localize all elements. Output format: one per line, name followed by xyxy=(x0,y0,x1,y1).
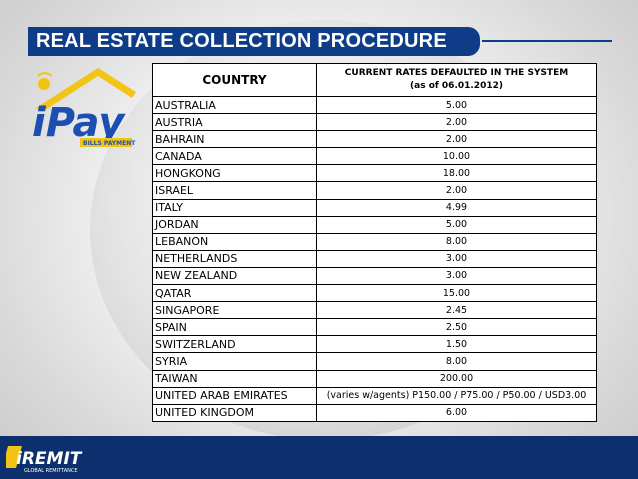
country-cell: SYRIA xyxy=(152,352,317,371)
page-title: REAL ESTATE COLLECTION PROCEDURE xyxy=(36,30,447,52)
rate-cell: 15.00 xyxy=(316,284,597,303)
table-row: SWITZERLAND 1.50 xyxy=(152,335,597,354)
country-cell: SWITZERLAND xyxy=(152,335,317,354)
table-row: AUSTRIA 2.00 xyxy=(152,113,597,132)
country-cell: TAIWAN xyxy=(152,369,317,388)
title-bar: REAL ESTATE COLLECTION PROCEDURE xyxy=(28,27,480,56)
rate-cell: 4.99 xyxy=(316,198,597,217)
iremit-logo: iREMIT GLOBAL REMITTANCE xyxy=(6,446,83,474)
country-cell: SPAIN xyxy=(152,318,317,337)
rate-cell: 5.00 xyxy=(316,215,597,234)
table-row: SYRIA 8.00 xyxy=(152,352,597,371)
rate-cell: 8.00 xyxy=(316,352,597,371)
rate-cell: 3.00 xyxy=(316,266,597,286)
rate-cell: 8.00 xyxy=(316,232,597,251)
country-cell: AUSTRALIA xyxy=(152,95,317,115)
table-row: NEW ZEALAND 3.00 xyxy=(152,266,597,286)
country-cell: JORDAN xyxy=(152,215,317,234)
table-row: SPAIN 2.50 xyxy=(152,318,597,337)
table-row: UNITED ARAB EMIRATES (varies w/agents) P1… xyxy=(152,386,597,405)
footer-bar xyxy=(0,436,638,479)
rate-cell: (varies w/agents) P150.00 / P75.00 / P50… xyxy=(316,386,597,405)
country-cell: LEBANON xyxy=(152,232,317,251)
rate-cell: 2.50 xyxy=(316,318,597,337)
country-cell: UNITED ARAB EMIRATES xyxy=(152,386,317,405)
rate-cell: 2.00 xyxy=(316,113,597,132)
title-divider-line xyxy=(482,40,612,42)
country-cell: NETHERLANDS xyxy=(152,249,317,268)
table-row: LEBANON 8.00 xyxy=(152,232,597,251)
table-row: ISRAEL 2.00 xyxy=(152,181,597,200)
country-cell: BAHRAIN xyxy=(152,130,317,149)
header-country: COUNTRY xyxy=(152,63,317,97)
rate-cell: 5.00 xyxy=(316,95,597,115)
table-row: JORDAN 5.00 xyxy=(152,215,597,234)
rate-cell: 18.00 xyxy=(316,164,597,183)
country-cell: ISRAEL xyxy=(152,181,317,200)
table-row: TAIWAN 200.00 xyxy=(152,369,597,388)
rate-cell: 200.00 xyxy=(316,369,597,388)
rate-cell: 2.00 xyxy=(316,130,597,149)
header-rate-line2: (as of 06.01.2012) xyxy=(410,81,503,91)
table-row: BAHRAIN 2.00 xyxy=(152,130,597,149)
table-row: AUSTRALIA 5.00 xyxy=(152,95,597,115)
rate-cell: 2.45 xyxy=(316,301,597,320)
country-cell: HONGKONG xyxy=(152,164,317,183)
table-row: CANADA 10.00 xyxy=(152,147,597,166)
header-rate-line1: CURRENT RATES DEFAULTED IN THE SYSTEM xyxy=(344,68,569,78)
ipay-logo-subtext: BILLS PAYMENT xyxy=(83,140,136,147)
country-cell: UNITED KINGDOM xyxy=(152,403,317,422)
table-row: NETHERLANDS 3.00 xyxy=(152,249,597,268)
table-row: QATAR 15.00 xyxy=(152,284,597,303)
rates-table-body: AUSTRALIA 5.00 AUSTRIA 2.00 BAHRAIN 2.00 CANAD… xyxy=(152,95,597,422)
rate-cell: 2.00 xyxy=(316,181,597,200)
country-cell: SINGAPORE xyxy=(152,301,317,320)
table-row: ITALY 4.99 xyxy=(152,198,597,217)
country-cell: CANADA xyxy=(152,147,317,166)
rate-cell: 6.00 xyxy=(316,403,597,422)
rate-cell: 3.00 xyxy=(316,249,597,268)
rates-table: COUNTRY CURRENT RATES DEFAULTED IN THE S… xyxy=(152,63,597,422)
country-cell: QATAR xyxy=(152,284,317,303)
iremit-logo-text: iREMIT xyxy=(16,449,83,469)
table-row: UNITED KINGDOM 6.00 xyxy=(152,403,597,422)
rate-cell: 1.50 xyxy=(316,335,597,354)
country-cell: AUSTRIA xyxy=(152,113,317,132)
country-cell: NEW ZEALAND xyxy=(152,266,317,286)
country-cell: ITALY xyxy=(152,198,317,217)
ipay-logo: iPay BILLS PAYMENT xyxy=(32,68,136,147)
iremit-logo-subtext: GLOBAL REMITTANCE xyxy=(24,468,78,474)
header-rate: CURRENT RATES DEFAULTED IN THE SYSTEM (a… xyxy=(316,63,597,97)
rate-cell: 10.00 xyxy=(316,147,597,166)
table-header-row: COUNTRY CURRENT RATES DEFAULTED IN THE S… xyxy=(152,63,597,97)
table-row: HONGKONG 18.00 xyxy=(152,164,597,183)
table-row: SINGAPORE 2.45 xyxy=(152,301,597,320)
